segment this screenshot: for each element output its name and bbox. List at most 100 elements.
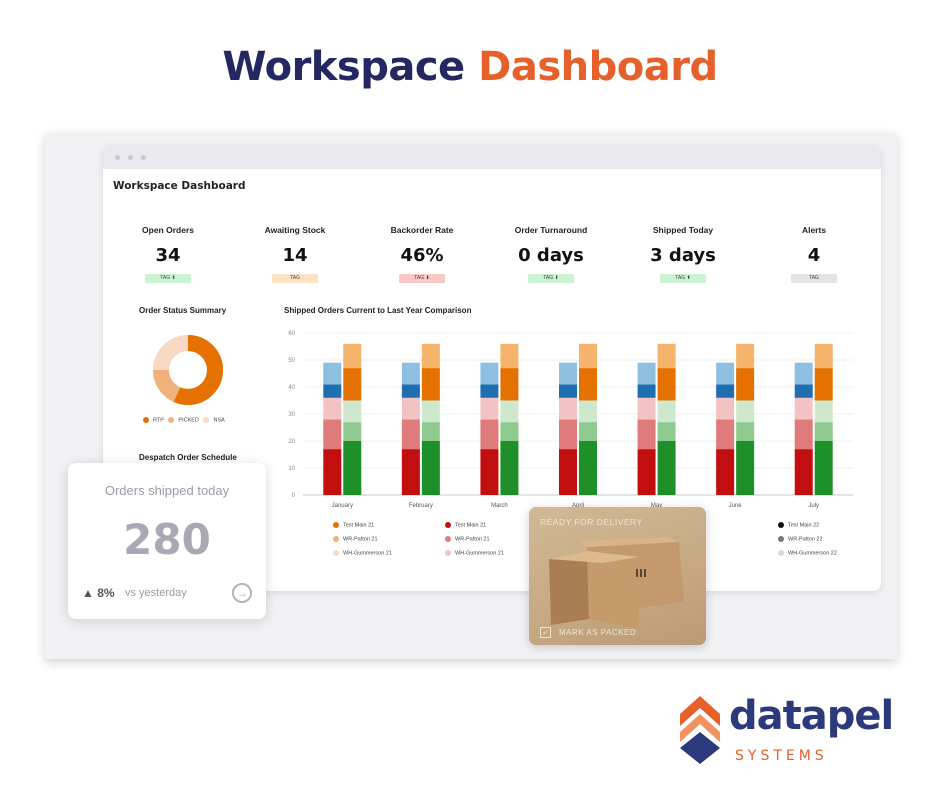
- mark-as-packed-label[interactable]: MARK AS PACKED: [559, 628, 637, 637]
- kpi-value: 14: [282, 245, 308, 266]
- chart-bar-segment[interactable]: [323, 397, 342, 420]
- chart-bar-segment[interactable]: [716, 419, 735, 450]
- chart-bar-segment[interactable]: [401, 362, 420, 385]
- checkbox-icon[interactable]: ✓: [540, 627, 551, 638]
- chart-bar-segment[interactable]: [716, 397, 735, 420]
- window-dot-icon[interactable]: [141, 155, 146, 160]
- chart-bar-segment[interactable]: [500, 343, 519, 369]
- chart-bar-segment[interactable]: [323, 362, 342, 385]
- arrow-right-icon[interactable]: →: [232, 583, 252, 603]
- chart-bar-segment[interactable]: [343, 422, 362, 441]
- chart-bar-segment[interactable]: [736, 400, 755, 423]
- chart-bar-segment[interactable]: [637, 362, 656, 385]
- chart-bar-segment[interactable]: [657, 441, 676, 495]
- chart-bar-segment[interactable]: [559, 419, 577, 450]
- chart-bar-segment[interactable]: [814, 422, 833, 441]
- datapel-logo-icon: [680, 696, 720, 764]
- chart-bar-segment[interactable]: [579, 441, 597, 495]
- chart-bar-segment[interactable]: [401, 449, 420, 495]
- chart-bar-segment[interactable]: [716, 384, 735, 398]
- chart-legend-item: WR-Patton 21: [333, 536, 378, 542]
- chart-bar-segment[interactable]: [500, 368, 519, 401]
- chart-bar-segment[interactable]: [480, 384, 499, 398]
- chart-bar-segment[interactable]: [637, 397, 656, 420]
- chart-bar-segment[interactable]: [480, 449, 499, 495]
- x-tick-label: July: [808, 503, 819, 509]
- chart-bar-segment[interactable]: [579, 422, 597, 441]
- chart-bar-segment[interactable]: [323, 384, 342, 398]
- kpi-alerts[interactable]: Alerts 4 TAG: [759, 225, 869, 284]
- chart-bar-segment[interactable]: [794, 449, 813, 495]
- chart-bar-segment[interactable]: [421, 422, 440, 441]
- chart-bar-segment[interactable]: [401, 384, 420, 398]
- despatch-schedule-title: Despatch Order Schedule: [139, 453, 237, 462]
- x-tick-label: February: [409, 503, 433, 509]
- y-tick-label: 40: [288, 385, 295, 391]
- chart-bar-segment[interactable]: [401, 419, 420, 450]
- chart-bar-segment[interactable]: [480, 397, 499, 420]
- chart-bar-segment[interactable]: [657, 422, 676, 441]
- legend-swatch: [778, 536, 784, 542]
- chart-bar-segment[interactable]: [323, 449, 342, 495]
- chart-bar-segment[interactable]: [343, 400, 362, 423]
- chart-bar-segment[interactable]: [559, 397, 577, 420]
- kpi-open-orders[interactable]: Open Orders 34 TAG ⬆: [113, 225, 223, 284]
- chart-bar-segment[interactable]: [736, 343, 755, 369]
- screenshot-frame: Workspace Dashboard Open Orders 34 TAG ⬆…: [45, 133, 897, 659]
- chart-bar-segment[interactable]: [421, 400, 440, 423]
- chart-bar-segment[interactable]: [421, 368, 440, 401]
- ready-for-delivery-card[interactable]: READY FOR DELIVERY ✓ MARK AS PACKED: [529, 507, 706, 645]
- chart-bar-segment[interactable]: [814, 400, 833, 423]
- chart-bar-segment[interactable]: [401, 397, 420, 420]
- chart-bar-segment[interactable]: [814, 343, 833, 369]
- chart-bar-segment[interactable]: [579, 368, 597, 401]
- chart-bar-segment[interactable]: [657, 368, 676, 401]
- chart-bar-segment[interactable]: [657, 400, 676, 423]
- chart-legend-item: WH-Gummerson 21: [445, 550, 504, 556]
- chart-bar-segment[interactable]: [559, 362, 577, 385]
- chart-bar-segment[interactable]: [814, 368, 833, 401]
- chart-bar-segment[interactable]: [794, 362, 813, 385]
- chart-bar-segment[interactable]: [343, 368, 362, 401]
- kpi-backorder-rate[interactable]: Backorder Rate 46% TAG ⬇: [367, 225, 477, 284]
- shipped-orders-chart[interactable]: 0 10 20 30 40 50 60 January February March April Ma…: [273, 325, 863, 525]
- kpi-value: 34: [155, 245, 181, 266]
- chart-bar-segment[interactable]: [657, 343, 676, 369]
- chart-bar-segment[interactable]: [794, 384, 813, 398]
- chart-bar-segment[interactable]: [343, 343, 362, 369]
- chart-bar-segment[interactable]: [579, 400, 597, 423]
- chart-bar-segment[interactable]: [500, 400, 519, 423]
- chart-bar-segment[interactable]: [421, 343, 440, 369]
- window-dot-icon[interactable]: [128, 155, 133, 160]
- chart-bar-segment[interactable]: [421, 441, 440, 495]
- chart-bar-segment[interactable]: [343, 441, 362, 495]
- chart-bar-segment[interactable]: [814, 441, 833, 495]
- chart-bar-segment[interactable]: [794, 419, 813, 450]
- kpi-order-turnaround[interactable]: Order Turnaround 0 days TAG ⬆: [496, 225, 606, 284]
- window-dot-icon[interactable]: [115, 155, 120, 160]
- chart-bar-segment[interactable]: [716, 362, 735, 385]
- kpi-awaiting-stock[interactable]: Awaiting Stock 14 TAG: [240, 225, 350, 284]
- chart-bar-segment[interactable]: [480, 419, 499, 450]
- chart-bar-segment[interactable]: [637, 449, 656, 495]
- orders-shipped-card[interactable]: Orders shipped today 280 ▲ 8% vs yesterd…: [68, 463, 266, 619]
- chart-bar-segment[interactable]: [579, 343, 597, 369]
- chart-bar-segment[interactable]: [559, 449, 577, 495]
- orders-shipped-vs: vs yesterday: [125, 587, 187, 599]
- chart-bar-segment[interactable]: [637, 419, 656, 450]
- chart-bar-segment[interactable]: [323, 419, 342, 450]
- kpi-shipped-today[interactable]: Shipped Today 3 days TAG ⬆: [628, 225, 738, 284]
- chart-bar-segment[interactable]: [736, 422, 755, 441]
- chart-bar-segment[interactable]: [736, 368, 755, 401]
- chart-bar-segment[interactable]: [559, 384, 577, 398]
- legend-swatch: [333, 536, 339, 542]
- chart-bar-segment[interactable]: [794, 397, 813, 420]
- chart-bar-segment[interactable]: [736, 441, 755, 495]
- logo-wordmark: datapel: [729, 693, 894, 739]
- chart-bar-segment[interactable]: [716, 449, 735, 495]
- chart-bar-segment[interactable]: [480, 362, 499, 385]
- chart-bar-segment[interactable]: [500, 441, 519, 495]
- chart-bar-segment[interactable]: [637, 384, 656, 398]
- order-status-donut[interactable]: [148, 330, 228, 410]
- chart-bar-segment[interactable]: [500, 422, 519, 441]
